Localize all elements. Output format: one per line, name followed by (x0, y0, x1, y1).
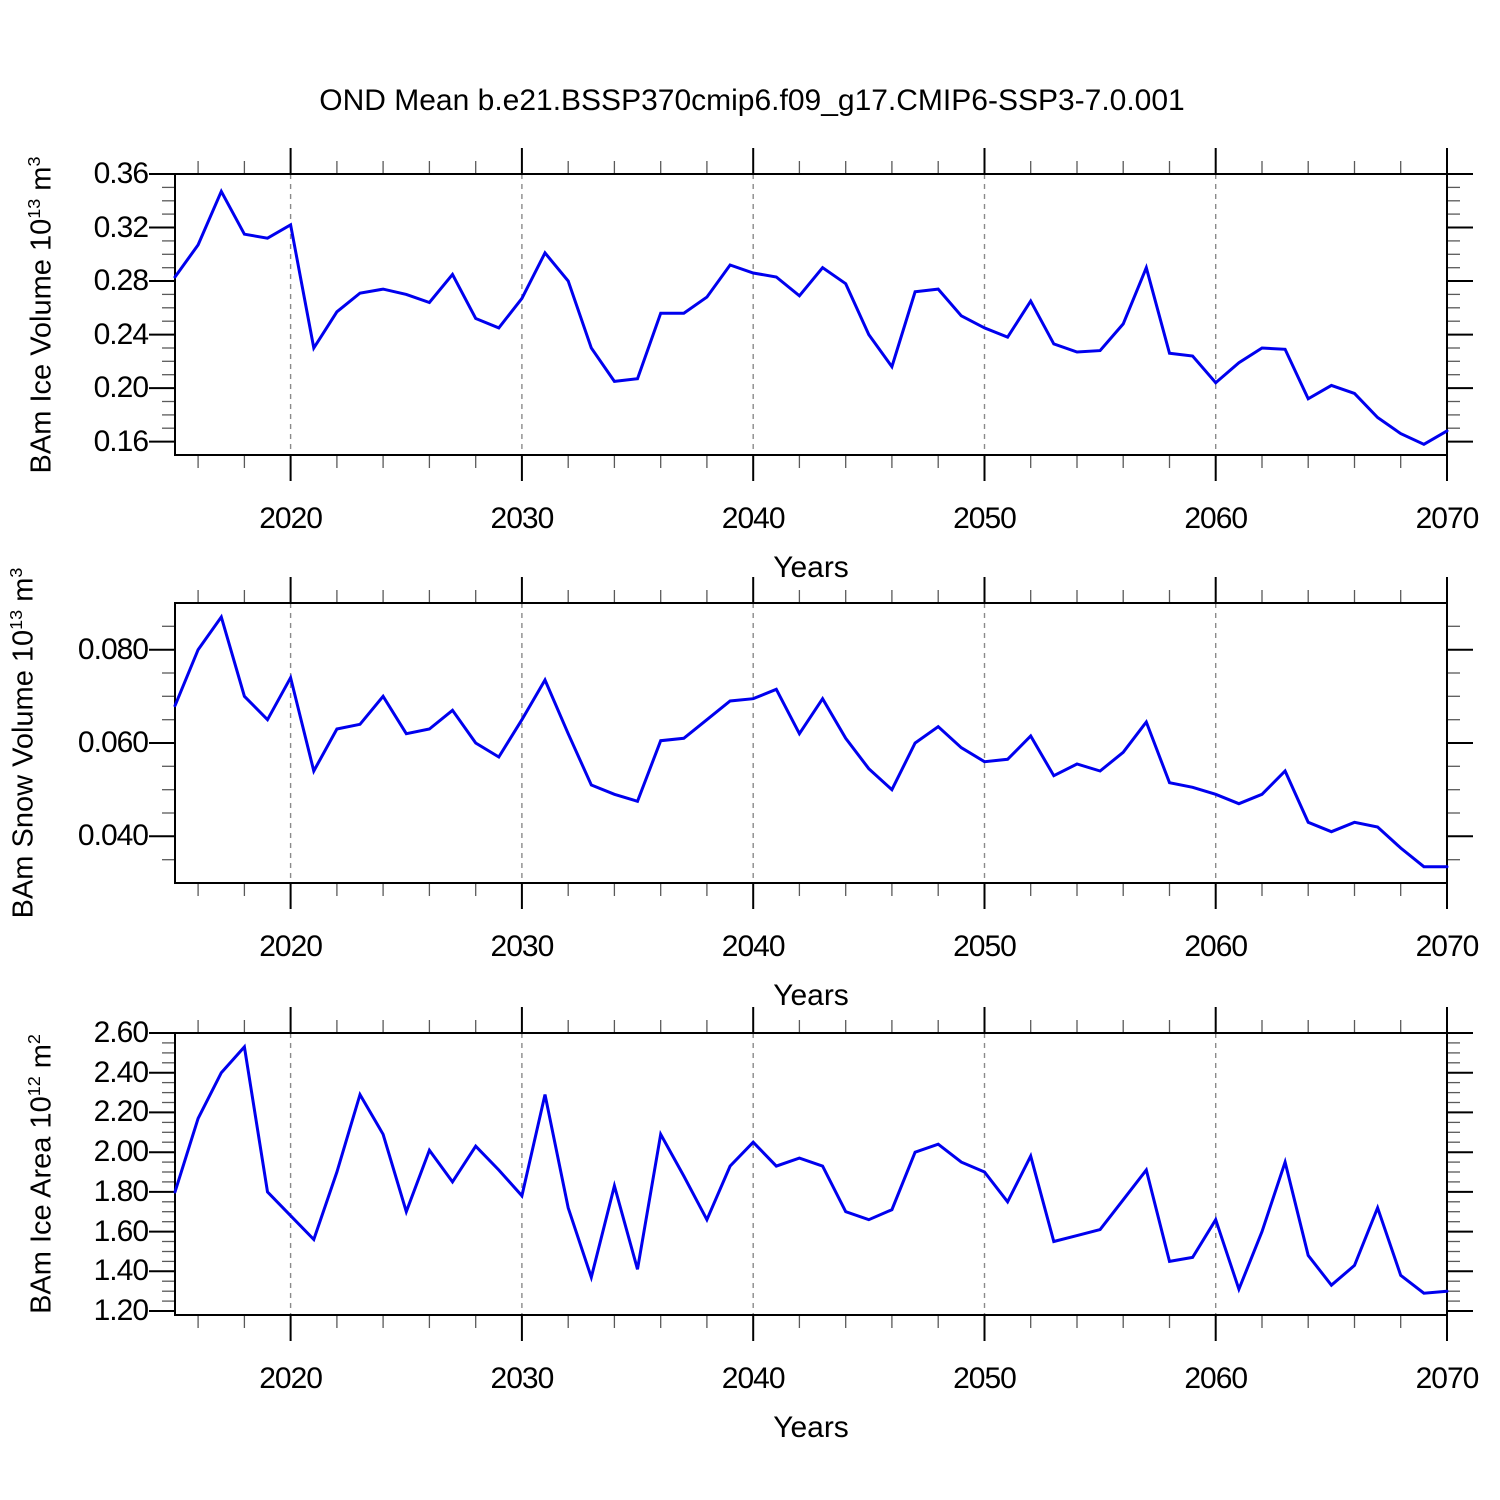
plot-frame (174, 1032, 1448, 1316)
y-tick-label: 0.32 (93, 210, 149, 244)
x-tick-label: 2020 (259, 930, 323, 963)
y-tick-label: 1.80 (93, 1174, 149, 1208)
line-plot (149, 148, 1473, 481)
line-plot (149, 1007, 1473, 1341)
x-tick-label: 2050 (953, 1362, 1017, 1395)
y-tick-label: 1.20 (93, 1294, 149, 1328)
x-tick-label: 2050 (953, 930, 1017, 963)
x-tick-label: 2030 (490, 502, 555, 535)
y-tick-label: 2.20 (93, 1095, 149, 1129)
y-tick-label: 0.060 (77, 726, 149, 759)
y-axis-title: BAm Ice Area 1012 m2 (24, 1034, 58, 1314)
y-tick-label: 2.60 (93, 1016, 149, 1049)
y-tick-label: 0.36 (93, 157, 149, 190)
y-tick-label: 1.40 (93, 1254, 149, 1288)
x-tick-label: 2020 (259, 1362, 323, 1395)
y-tick-label: 0.16 (93, 424, 149, 458)
x-tick-label: 2070 (1415, 1362, 1480, 1395)
x-tick-label: 2040 (721, 1362, 786, 1395)
x-tick-label: 2020 (259, 502, 323, 535)
x-tick-label: 2060 (1184, 502, 1248, 535)
y-tick-label: 0.080 (77, 632, 149, 666)
y-tick-label: 0.20 (93, 371, 149, 405)
x-axis-title: Years (773, 979, 849, 1012)
x-tick-label: 2030 (490, 930, 555, 963)
x-tick-label: 2040 (721, 502, 786, 535)
x-axis-title: Years (773, 551, 849, 584)
plot-frame (174, 602, 1448, 884)
plot-frame (174, 173, 1448, 456)
y-tick-label: 1.60 (93, 1214, 149, 1248)
y-tick-label: 0.28 (93, 264, 149, 298)
x-tick-label: 2070 (1415, 930, 1480, 963)
y-tick-label: 0.24 (93, 317, 149, 351)
data-line (173, 613, 1449, 869)
x-tick-label: 2060 (1184, 1362, 1248, 1395)
y-tick-label: 0.040 (77, 819, 149, 853)
x-axis-title: Years (773, 1411, 849, 1444)
x-tick-label: 2040 (721, 930, 786, 963)
y-tick-label: 2.00 (93, 1135, 149, 1169)
x-tick-label: 2030 (490, 1362, 555, 1395)
line-plot (149, 577, 1473, 909)
y-tick-label: 2.40 (93, 1055, 149, 1089)
figure-title: OND Mean b.e21.BSSP370cmip6.f09_g17.CMIP… (319, 84, 1185, 117)
x-tick-label: 2050 (953, 502, 1017, 535)
data-line (173, 1043, 1449, 1295)
x-tick-label: 2070 (1415, 502, 1480, 535)
x-tick-label: 2060 (1184, 930, 1248, 963)
data-line (173, 187, 1449, 446)
